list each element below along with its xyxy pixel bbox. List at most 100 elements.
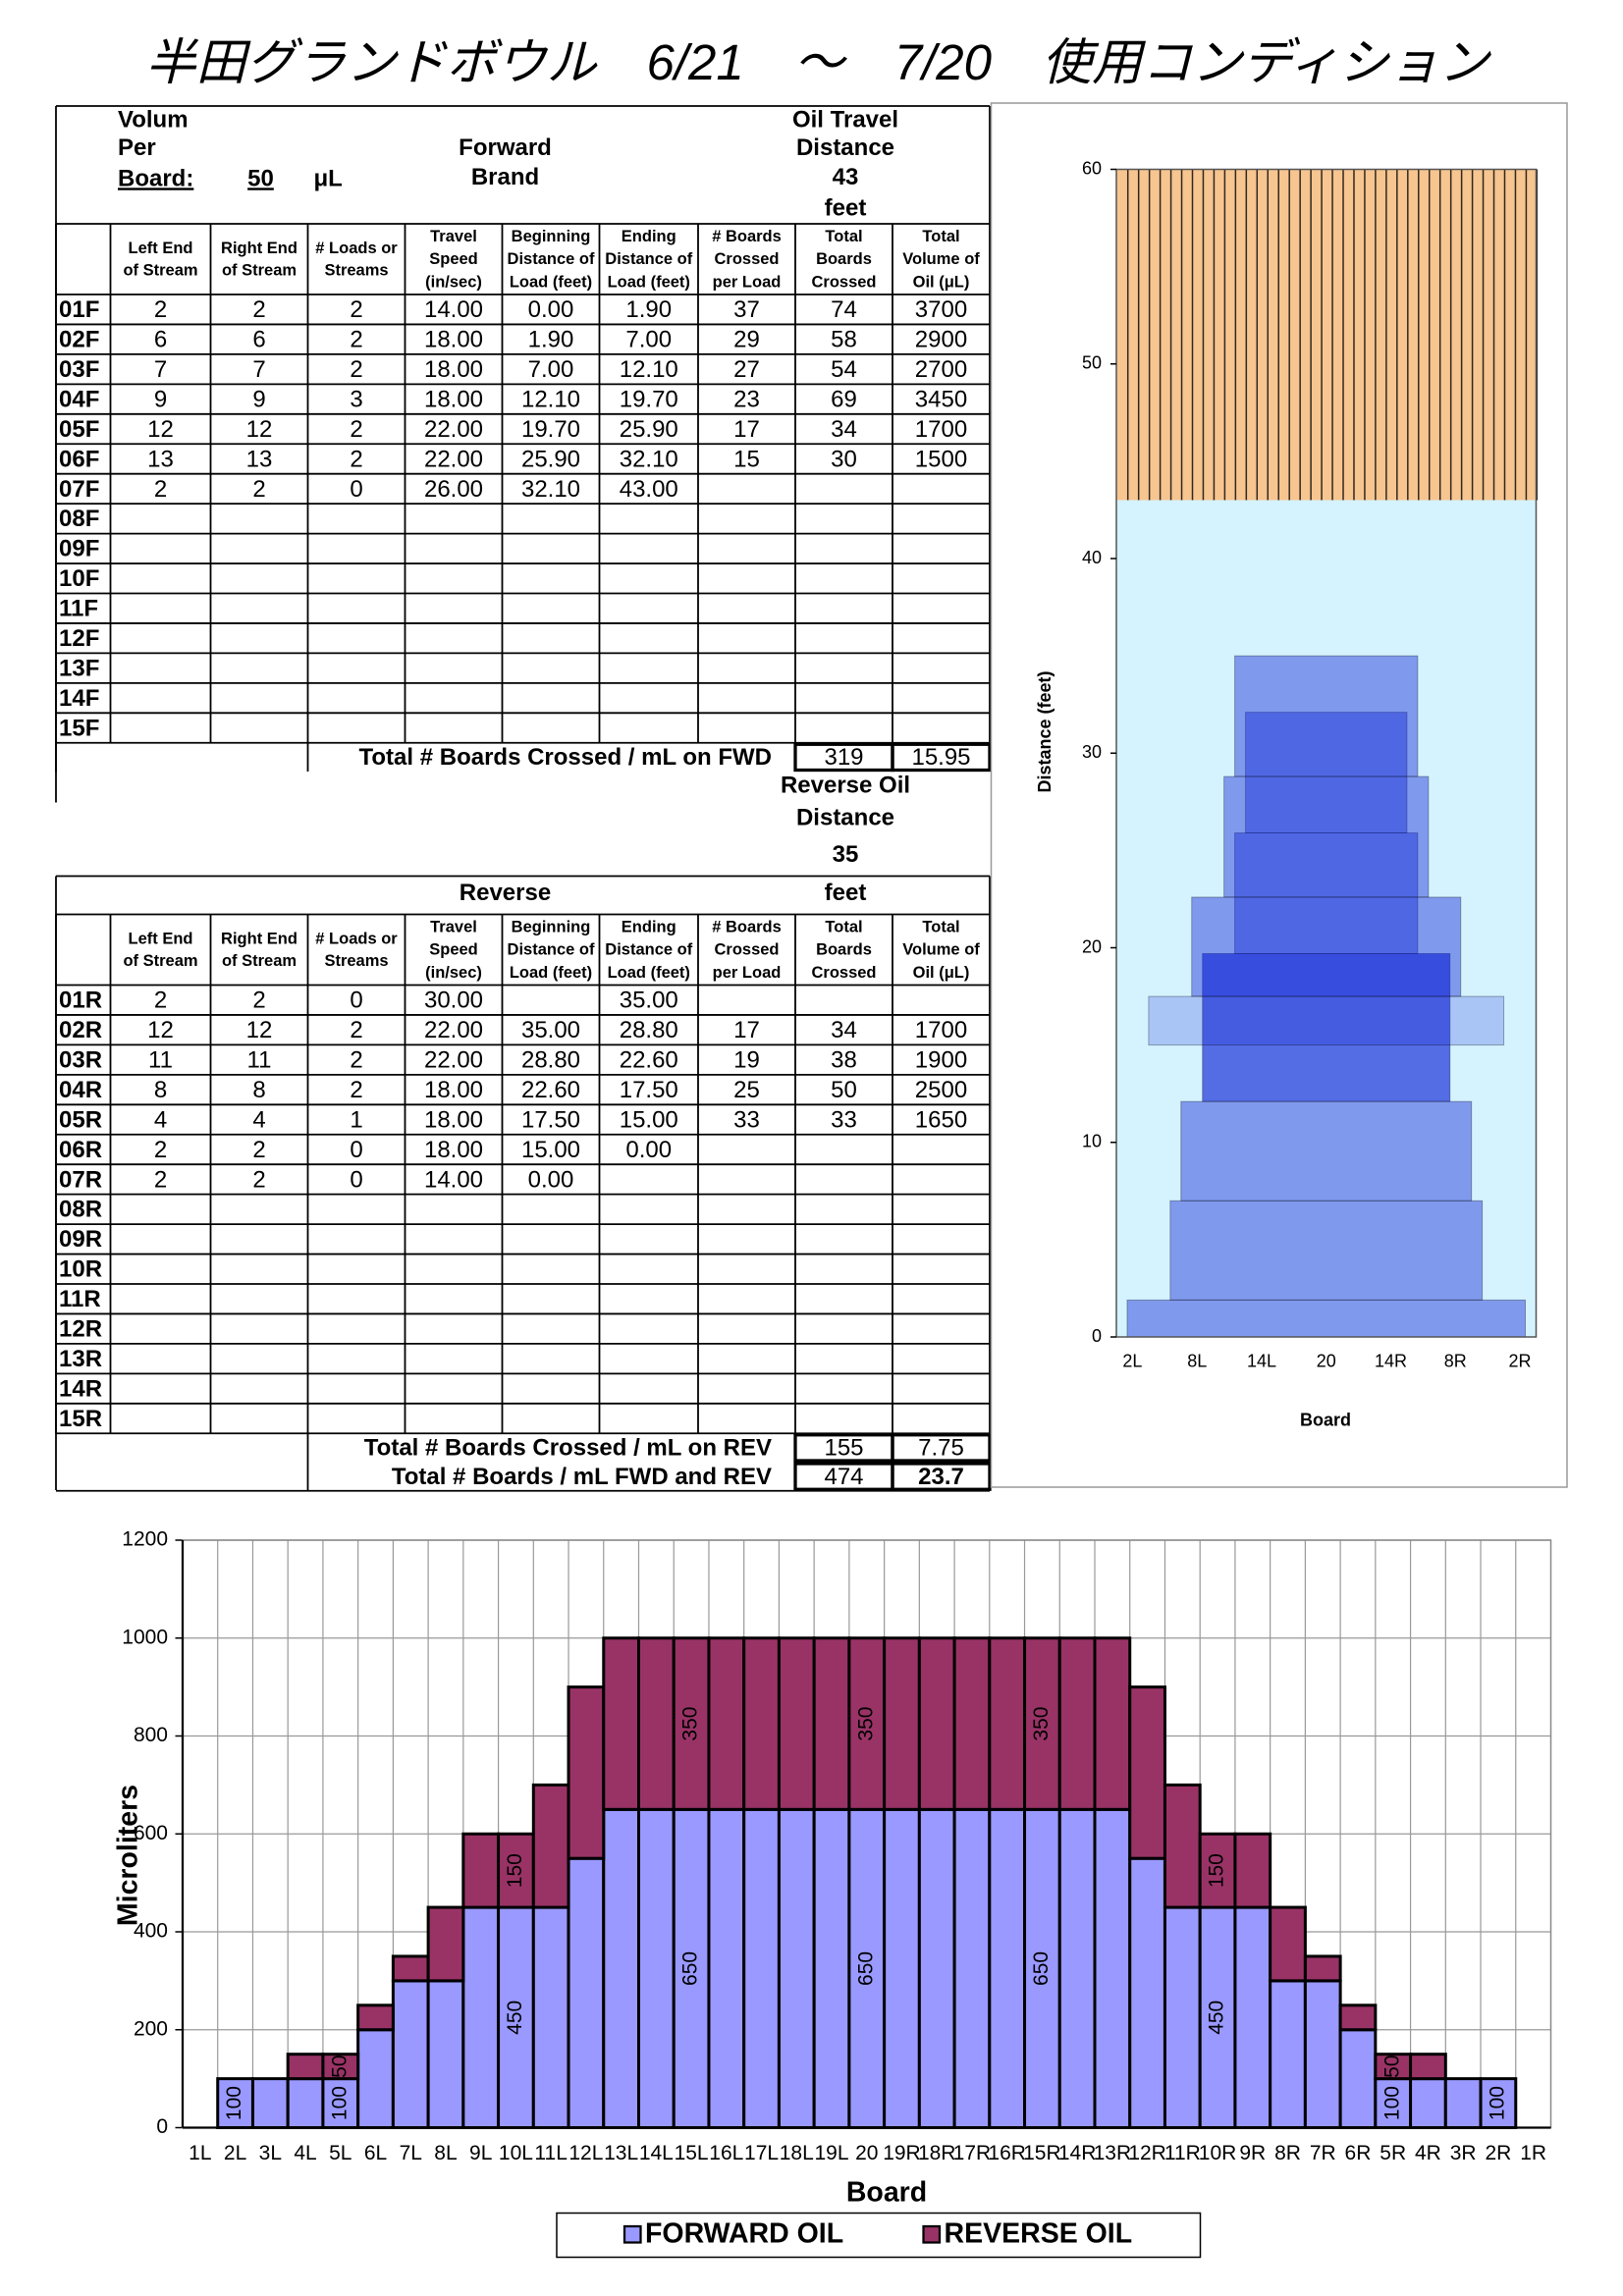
bar-segment [1057,1636,1097,1811]
bar-segment [988,1636,1027,1811]
x-tick-label: 5R [1380,2142,1406,2164]
cell: 30 [831,446,857,472]
header-value: 35 [833,841,859,868]
data-label: 50 [1380,2055,1403,2077]
bar-segment [1303,1979,1342,2130]
cell: 12.10 [521,386,580,412]
column-header: Load (feet) [510,964,592,982]
cell: 22.00 [424,1017,483,1043]
bar-segment [636,1636,676,1811]
row-label: 09F [59,536,99,562]
bar-segment [1303,1954,1342,1983]
lane-oil-zone [1116,500,1537,1338]
bar-segment [1057,1807,1097,2130]
header-value: 43 [833,164,859,190]
row-label: 06F [59,446,99,472]
cell: 18.00 [424,386,483,412]
bar-segment [1233,1905,1272,2130]
row-label: 14F [59,685,99,712]
row-label: 12F [59,625,99,652]
row-label: 02R [59,1017,102,1043]
y-axis-label: Microliters [113,1785,144,1926]
cell: 2 [252,296,265,323]
column-header: Travel [430,228,477,245]
bar-segment [1338,2003,1378,2032]
y-tick-label: 0 [156,2115,168,2138]
column-header: Oil (μL) [913,273,970,291]
cell: 32.10 [620,446,678,472]
column-header: # Loads or [315,240,398,257]
data-label: 100 [1380,2086,1403,2120]
cell: 11 [148,1046,173,1073]
header-text: Per [118,134,156,161]
bar-segment [1198,1905,1237,2130]
total-label: Total # Boards / mL FWD and REV [392,1464,772,1490]
data-label: 650 [1030,1951,1053,1986]
x-tick-label: 13L [604,2142,638,2164]
page-title: 半田グランドボウル 6/21 ～ 7/20 使用コンディション [146,34,1492,90]
bar-segment [1093,1636,1132,1811]
bar-segment [461,1832,501,1909]
cell: 12 [147,1017,174,1043]
cell: 19 [733,1046,760,1073]
column-header: Distance of [508,941,595,959]
column-header: Speed [429,250,478,268]
legend-label: FORWARD OIL [645,2218,843,2250]
bar-segment [1269,1905,1307,1983]
cell: 12 [246,416,273,443]
cell: 7.00 [625,327,672,353]
cell: 17.50 [521,1106,580,1133]
cell: 1700 [915,1017,967,1043]
cell: 34 [831,416,857,443]
cell: 2 [154,296,167,323]
cell: 18.00 [424,1077,483,1103]
cell: 25 [733,1077,760,1103]
oil-load [1234,832,1419,954]
cell: 4 [154,1106,167,1133]
cell: 25.90 [521,446,580,472]
cell: 13 [147,446,174,472]
x-tick-label: 8R [1274,2142,1301,2164]
x-tick-label: 14L [639,2142,674,2164]
total-box [891,1433,992,1463]
bar-segment [531,1905,570,2130]
cell: 2 [350,446,362,472]
data-label: 350 [1030,1707,1053,1741]
x-tick-label: 19L [814,2142,848,2164]
cell: 18.00 [424,356,483,383]
row-label: 11R [59,1286,101,1312]
column-header: Left End [129,930,193,947]
header-text: Forward [459,134,552,161]
x-tick-label: 3L [259,2142,282,2164]
row-label: 11F [59,596,98,622]
data-label: 650 [679,1951,702,1986]
column-header: Streams [324,952,388,970]
data-label: 100 [223,2086,245,2120]
cell: 33 [831,1106,857,1133]
column-header: Beginning [512,228,591,245]
column-header: Crossed [714,250,779,268]
bar-segment [988,1807,1027,2130]
bar-segment [636,1807,676,2130]
cell: 0.00 [528,1166,574,1193]
oil-load [1169,1200,1484,1301]
column-header: per Load [713,964,782,982]
bar-segment [391,1979,430,2130]
legend-swatch [622,2224,642,2244]
column-header: Travel [430,918,477,935]
y-tick-label: 1000 [122,1626,168,1648]
cell: 3450 [915,386,967,412]
bar-segment [1128,1856,1166,2130]
x-tick-label: 20 [855,2142,878,2164]
x-tick-label: 10R [1199,2142,1237,2164]
x-tick-label: 1L [189,2142,211,2164]
bar-segment [1233,1832,1272,1909]
cell: 29 [733,327,760,353]
x-tick-label: 2R [1509,1351,1532,1370]
column-header: (in/sec) [425,964,482,982]
row-label: 13R [59,1346,102,1372]
column-header: of Stream [222,261,297,279]
cell: 13 [246,446,273,472]
bar-segment [1374,2053,1413,2081]
